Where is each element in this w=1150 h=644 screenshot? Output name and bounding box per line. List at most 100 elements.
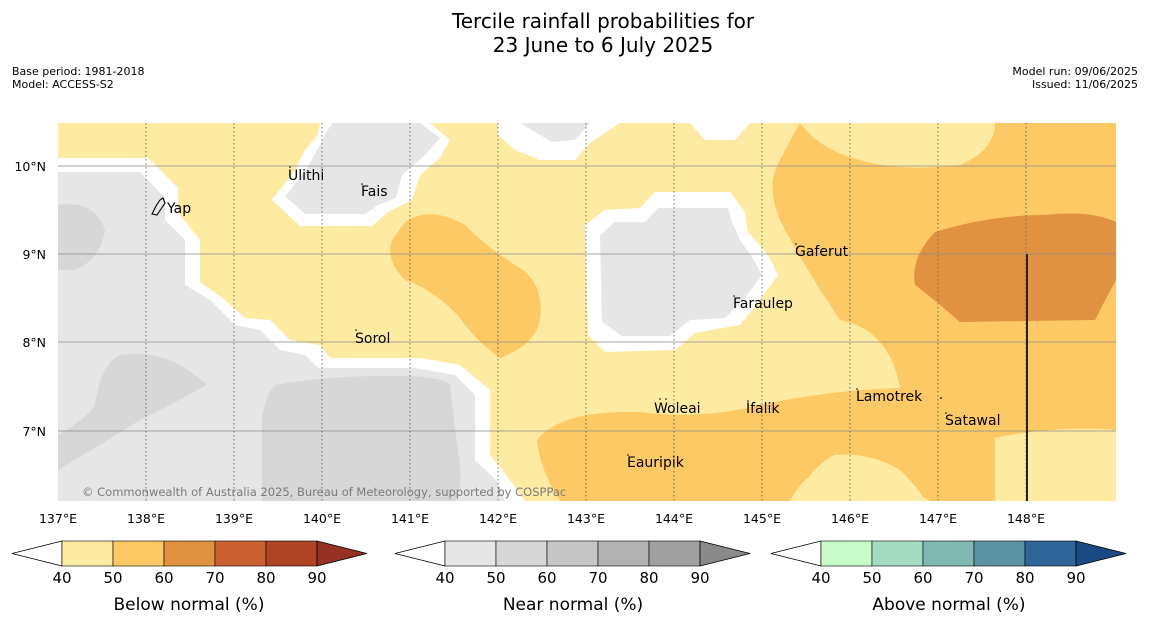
colorbar-segment [871, 540, 924, 567]
near-normal-buffer-north-3 [690, 123, 750, 140]
colorbar-extend-low [394, 540, 446, 567]
colorbar-above-normal [770, 540, 1127, 567]
below-normal-40-patch-southeast [995, 431, 1116, 501]
legend-tick: 70 [964, 569, 983, 587]
colorbar-extend-low [11, 540, 63, 567]
legend-tick: 80 [256, 569, 275, 587]
place-label-woleai: Woleai [654, 401, 701, 417]
lon-label: 147°E [919, 511, 957, 526]
legend-tick: 90 [690, 569, 709, 587]
lon-label: 140°E [303, 511, 341, 526]
near-normal-50-region-3 [262, 375, 461, 501]
legend-below-normal: 40 50 60 70 80 90 Below normal (%) [11, 540, 368, 615]
legend-tick: 70 [588, 569, 607, 587]
place-label-ulithi: Ulithi [288, 168, 324, 184]
colorbar-extend-high [1075, 540, 1127, 567]
model-run: Model run: 09/06/2025 [1012, 65, 1138, 78]
title-line-1: Tercile rainfall probabilities for [451, 9, 755, 33]
legend-tick: 50 [486, 569, 505, 587]
lon-label: 139°E [215, 511, 253, 526]
colorbar-segment [1024, 540, 1077, 567]
model-name: Model: ACCESS-S2 [12, 78, 114, 91]
colorbar-extend-high [699, 540, 751, 567]
colorbar-segment [214, 540, 267, 567]
island-markers [289, 166, 947, 456]
colorbar-below-normal [11, 540, 368, 567]
colorbar-segment [112, 540, 165, 567]
lon-label: 145°E [743, 511, 781, 526]
legend-tick: 40 [811, 569, 830, 587]
base-period: Base period: 1981-2018 [12, 65, 145, 78]
meta-left: Base period: 1981-2018 Model: ACCESS-S2 [12, 65, 144, 91]
colorbar-segment [597, 540, 650, 567]
lon-label: 148°E [1007, 511, 1045, 526]
colorbar-segment [61, 540, 114, 567]
colorbar-segment [922, 540, 975, 567]
colorbar-segment [973, 540, 1026, 567]
probability-map: Yap Ulithi Fais Sorol Gaferut Faraulep W… [58, 123, 1116, 501]
issued-date: Issued: 11/06/2025 [1031, 78, 1138, 91]
colorbar-segment [820, 540, 873, 567]
colorbar-extend-low [770, 540, 822, 567]
latitude-labels: 10°N 9°N 8°N 7°N [14, 159, 46, 439]
legend-tick: 60 [537, 569, 556, 587]
legend-near-normal: 40 50 60 70 80 90 Near normal (%) [394, 540, 751, 615]
legend-tick: 90 [1066, 569, 1085, 587]
lat-label: 10°N [14, 159, 46, 174]
legend-tick: 60 [913, 569, 932, 587]
near-normal-50-region-2 [58, 353, 207, 470]
colorbar-segment [546, 540, 599, 567]
near-normal-40-region-north-2 [520, 123, 590, 142]
place-label-sorol: Sorol [355, 331, 390, 347]
below-normal-50-region-east [537, 123, 1116, 501]
colorbar-segment [265, 540, 318, 567]
map-title: Tercile rainfall probabilities for 23 Ju… [0, 9, 1150, 57]
legend-title-below-normal: Below normal (%) [114, 595, 265, 615]
yap-island-icon [151, 197, 166, 216]
below-normal-50-region-central [390, 214, 541, 358]
lon-label: 143°E [567, 511, 605, 526]
legend-tick: 80 [639, 569, 658, 587]
lat-label: 8°N [22, 335, 46, 350]
place-label-gaferut: Gaferut [795, 244, 849, 260]
place-label-eauripik: Eauripik [627, 455, 685, 471]
place-label-satawal: Satawal [945, 413, 1000, 429]
place-label-lamotrek: Lamotrek [856, 389, 923, 405]
place-label-yap: Yap [166, 201, 191, 217]
colorbar-segment [163, 540, 216, 567]
place-label-fais: Fais [361, 184, 388, 200]
meta-right: Model run: 09/06/2025 Issued: 11/06/2025 [1012, 65, 1138, 91]
colorbar-segment [648, 540, 701, 567]
colorbar-extend-high [316, 540, 368, 567]
near-normal-buffer-north-2 [498, 123, 620, 160]
lat-label: 9°N [22, 247, 46, 262]
near-normal-40-region-north [285, 123, 440, 214]
legend-above-normal: 40 50 60 70 80 90 Above normal (%) [770, 540, 1127, 615]
copyright-notice: © Commonwealth of Australia 2025, Bureau… [82, 485, 566, 499]
legend-tick: 90 [307, 569, 326, 587]
legend-tick: 50 [862, 569, 881, 587]
lon-label: 141°E [391, 511, 429, 526]
below-normal-60-region [914, 213, 1116, 322]
lat-label: 7°N [22, 424, 46, 439]
lon-label: 142°E [479, 511, 517, 526]
colorbar-segment [444, 540, 497, 567]
legend-tick: 70 [205, 569, 224, 587]
legend-tick: 40 [52, 569, 71, 587]
lon-label: 146°E [831, 511, 869, 526]
colorbar-segment [495, 540, 548, 567]
legend-tick: 40 [435, 569, 454, 587]
legend-tick: 60 [154, 569, 173, 587]
lon-label: 138°E [127, 511, 165, 526]
legend-tick: 80 [1015, 569, 1034, 587]
below-normal-40-patch-south [800, 454, 925, 501]
place-label-ifalik: Ifalik [746, 401, 780, 417]
place-label-faraulep: Faraulep [733, 296, 793, 312]
below-normal-40-patch-north [800, 123, 995, 168]
near-normal-50-region-1 [58, 204, 105, 270]
near-normal-40-region-center [600, 208, 762, 336]
legend-title-near-normal: Near normal (%) [503, 595, 643, 615]
legend-title-above-normal: Above normal (%) [872, 595, 1025, 615]
lon-label: 137°E [39, 511, 77, 526]
